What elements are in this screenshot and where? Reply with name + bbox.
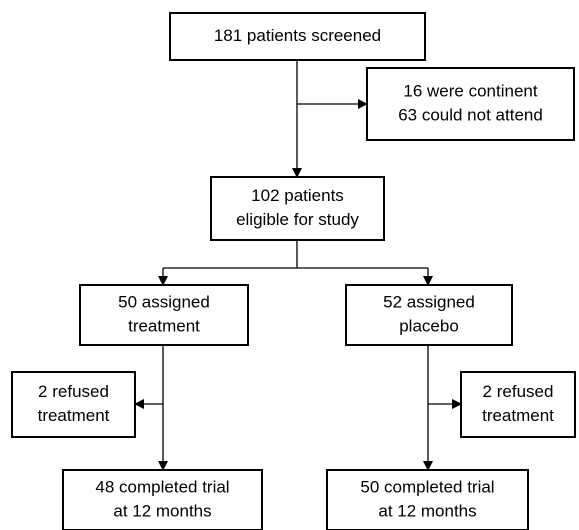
node: 102 patients eligible for study: [210, 176, 385, 241]
node: 16 were continent 63 could not attend: [366, 67, 575, 141]
connectors: [134, 60, 462, 471]
node-label: 16 were continent: [403, 81, 537, 100]
node-label: at 12 months: [113, 501, 211, 520]
node-box: [169, 12, 426, 61]
node-box: [345, 284, 513, 346]
node: 50 assigned treatment: [79, 284, 249, 346]
node-label: treatment: [128, 316, 200, 335]
boxes: 181 patients screened 16 were continent 63…: [11, 12, 576, 530]
node: 48 completed trial at 12 months: [62, 469, 263, 530]
node: 181 patients screened: [169, 12, 426, 61]
node: 52 assigned placebo: [345, 284, 513, 346]
node-box: [11, 371, 136, 438]
node-label: 102 patients: [251, 186, 344, 205]
node-label: treatment: [482, 406, 554, 425]
node-box: [326, 469, 529, 530]
node-box: [79, 284, 249, 346]
node-label: 2 refused: [38, 382, 109, 401]
node-label: 2 refused: [483, 382, 554, 401]
node-label: 52 assigned: [383, 292, 475, 311]
node-label: 48 completed trial: [95, 477, 229, 496]
node: 50 completed trial at 12 months: [326, 469, 529, 530]
node-label: 181 patients screened: [214, 26, 381, 45]
node-label: placebo: [399, 316, 459, 335]
node: 2 refused treatment: [11, 371, 136, 438]
node-box: [210, 176, 385, 241]
node: 2 refused treatment: [460, 371, 576, 438]
node-label: 50 assigned: [118, 292, 210, 311]
node-box: [62, 469, 263, 530]
node-label: 63 could not attend: [398, 105, 543, 124]
node-box: [460, 371, 576, 438]
node-box: [366, 67, 575, 141]
node-label: treatment: [38, 406, 110, 425]
node-label: at 12 months: [378, 501, 476, 520]
node-label: eligible for study: [236, 210, 359, 229]
node-label: 50 completed trial: [360, 477, 494, 496]
